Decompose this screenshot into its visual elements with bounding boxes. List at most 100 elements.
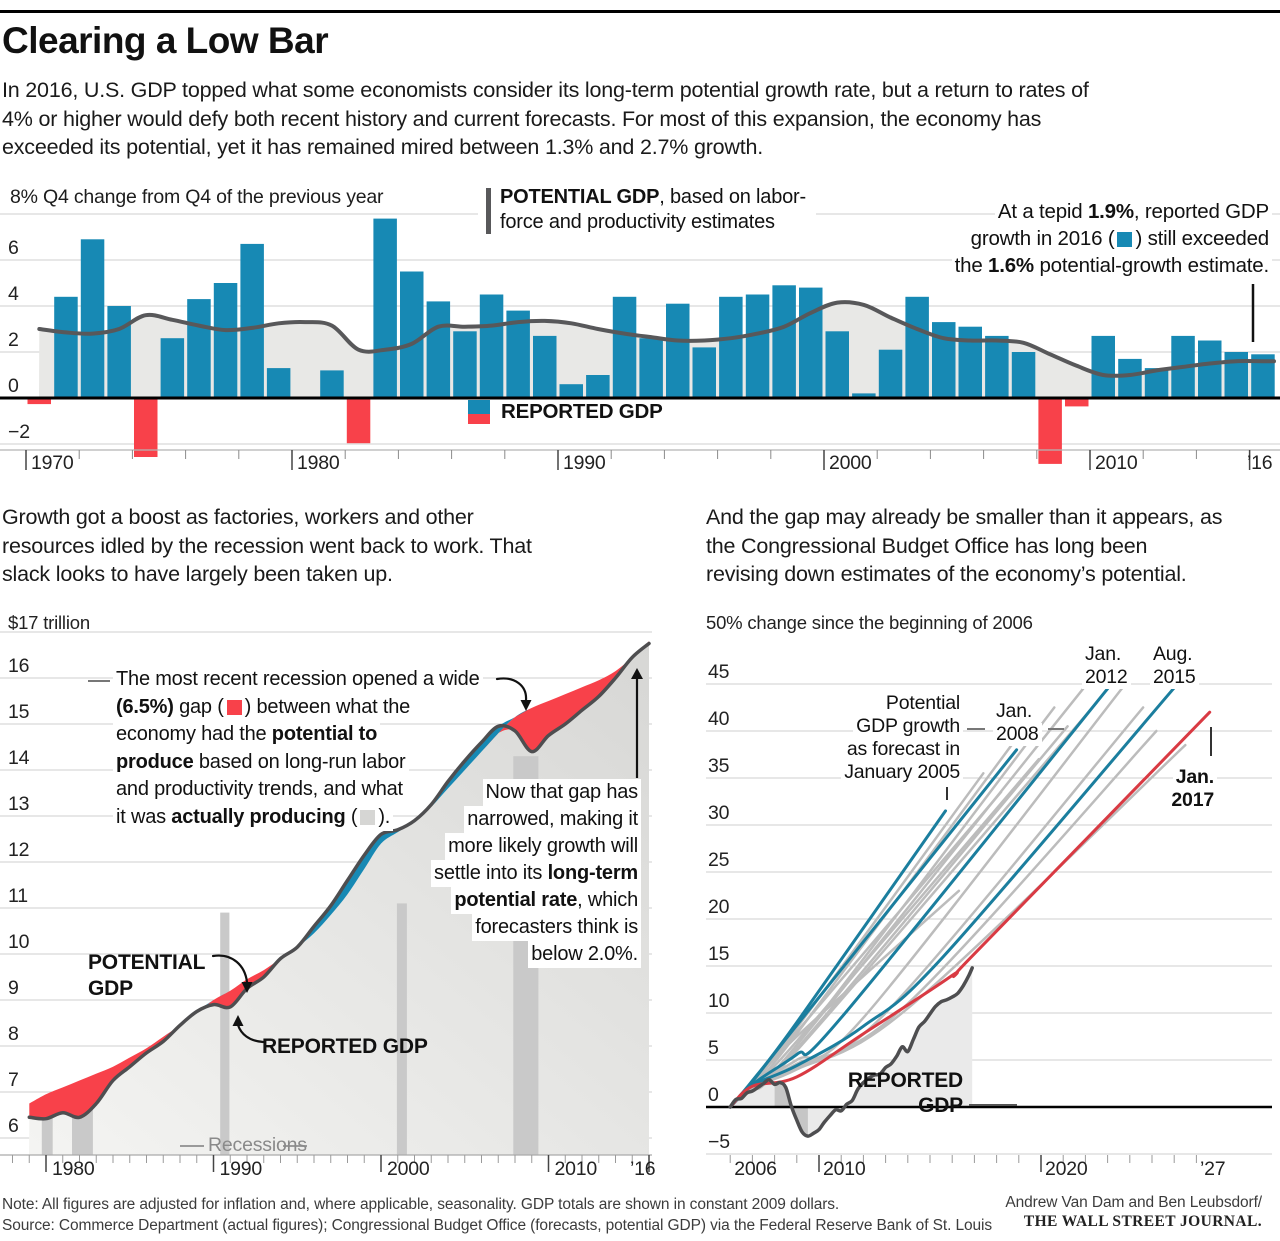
y-axis-label: 14 (8, 747, 30, 769)
y-axis-label: 30 (708, 802, 730, 824)
reported-gdp-bar (1118, 358, 1142, 398)
y-axis-label: −5 (708, 1131, 730, 1153)
potential-gdp-legend: POTENTIAL GDP, based on labor-force and … (478, 183, 816, 240)
text-line: GDP growth (853, 715, 963, 738)
y-axis-label: 16 (8, 655, 30, 677)
x-axis-label: 2000 (829, 452, 872, 474)
left-chart-unit-label: $17 trillion (8, 612, 90, 633)
text-segment: economy had the (116, 723, 272, 745)
text-segment: 2015 (1153, 666, 1196, 688)
reported-gdp-bar (932, 322, 956, 398)
text-segment: , which (577, 889, 638, 911)
text-line: below 2.0%. (528, 941, 641, 968)
text-line: REPORTED GDP (262, 1033, 428, 1060)
reported-gdp-bar (612, 296, 637, 398)
forecast-vintage-label-jan2008: Jan. 2008 (993, 700, 1042, 746)
reported-gdp-line (728, 966, 974, 1138)
text-segment: REPORTED (847, 1069, 963, 1092)
reported-gdp-bar-negative (27, 399, 51, 405)
x-axis-label: 1990 (219, 1158, 263, 1180)
potential-gdp-label: POTENTIAL GDP (88, 950, 205, 1002)
text-segment: below 2.0%. (531, 943, 638, 965)
blue-swatch-icon (1117, 232, 1133, 247)
x-axis-label: 1980 (52, 1158, 95, 1180)
reported-gdp-bar (160, 338, 185, 398)
text-line: 2008 (993, 723, 1042, 746)
reported-gdp-bar-negative (346, 399, 371, 444)
narrowed-arrowhead-icon (631, 668, 643, 679)
reported-gdp-bar (400, 271, 424, 398)
potential-gdp-line (37, 300, 1276, 378)
text-line: 2012 (1082, 666, 1131, 689)
text-segment: GDP growth (856, 715, 960, 737)
reported-gdp-bar (80, 239, 105, 398)
section-line: resources idled by the recession went ba… (2, 533, 532, 558)
text-segment: The most recent recession opened a wide (116, 668, 480, 690)
x-axis-label: 2000 (387, 1158, 430, 1180)
reported-gdp-bar (479, 294, 504, 398)
text-segment: narrowed, making it (467, 808, 638, 830)
text-line: more likely growth will (445, 833, 641, 860)
text-segment: Jan. (1175, 766, 1214, 788)
text-line: GDP (88, 976, 133, 1002)
text-segment: based on long-run labor (193, 750, 406, 773)
text-segment: January 2005 (844, 761, 960, 783)
gap-arrowhead-icon (520, 700, 532, 711)
right-section-header: And the gap may already be smaller than … (706, 503, 1222, 589)
text-segment: Potential (885, 692, 960, 714)
forecast-vintage-label-aug2015: Aug. 2015 (1150, 643, 1199, 689)
text-line: the 1.6% potential-growth estimate. (951, 252, 1272, 279)
text-segment: Now that gap has (485, 781, 639, 803)
reported-gdp-bar (719, 296, 743, 398)
reported-gdp-bar (1224, 352, 1248, 398)
reported-bar-swatch-icon (468, 400, 490, 424)
text-segment: Aug. (1153, 643, 1193, 665)
reported-gdp-bar (426, 301, 451, 398)
potential-legend-text: POTENTIAL GDP, based on labor-force and … (500, 185, 806, 235)
text-line: Jan. (1082, 643, 1125, 666)
reported-gdp-bar (107, 306, 131, 398)
recession-band (220, 912, 230, 1155)
y-axis-label: 2 (8, 329, 19, 351)
reported-gdp-bar (905, 296, 929, 398)
blue-swatch (468, 400, 490, 414)
text-segment: potential-growth estimate. (1033, 254, 1269, 277)
reported-gdp-bar (533, 335, 557, 398)
text-line: produce based on long-run labor (113, 748, 409, 776)
reported-gdp-bar (852, 393, 876, 398)
reported-arrowhead-icon (232, 1015, 244, 1026)
y-axis-label: 0 (8, 375, 19, 397)
y-axis-label: 7 (8, 1069, 19, 1091)
text-segment: potential to (271, 723, 378, 745)
text-segment: ( (345, 805, 358, 828)
intro-line: In 2016, U.S. GDP topped what some econo… (2, 78, 1089, 102)
section-line: the Congressional Budget Office has long… (706, 533, 1148, 558)
narrowed-gap-annotation: Now that gap has narrowed, making it more … (431, 779, 641, 968)
text-line: forecasters think is (472, 914, 641, 941)
text-line: and productivity trends, and what (113, 776, 406, 804)
recessions-label: Recessions (208, 1134, 307, 1156)
y-axis-label: 13 (8, 793, 30, 815)
reported-gdp-bar (958, 326, 982, 398)
gray_swatch-swatch-icon (360, 809, 376, 825)
text-segment: actually producing (171, 805, 346, 828)
top-rule (0, 10, 1280, 13)
x-axis-label: ’16 (1247, 452, 1273, 474)
x-axis-label: 2006 (734, 1158, 777, 1180)
forecast-line-jan2008 (728, 748, 1019, 1109)
text-segment: Jan. (1085, 643, 1122, 665)
text-segment: forecasters think is (475, 916, 638, 938)
text-line: Potential (882, 692, 963, 715)
x-axis-label: 2010 (554, 1158, 598, 1180)
text-line: economy had the potential to (113, 721, 381, 749)
text-line: January 2005 (841, 761, 963, 784)
x-axis-label: 2010 (823, 1158, 866, 1180)
text-line: force and productivity estimates (500, 210, 806, 235)
text-segment: long-term (547, 862, 639, 884)
y-axis-label: 40 (708, 708, 730, 730)
reported-gdp-bar (772, 285, 796, 398)
text-segment: it was (116, 805, 172, 828)
text-segment: and productivity trends, and what (116, 778, 403, 800)
y-axis-label: 45 (708, 661, 730, 683)
source-line: Source: Commerce Department (actual figu… (2, 1217, 993, 1234)
